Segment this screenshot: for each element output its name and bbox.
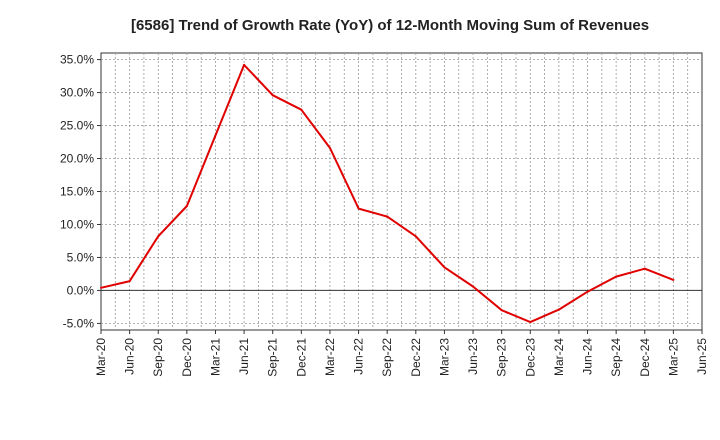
- axis-layer: 35.0% 30.0% 25.0% 20.0% 15.0% 10.0% 5.0% 0.0% -5…: [60, 53, 709, 377]
- x-tick-label: Sep-24: [609, 338, 623, 377]
- data-point: [557, 308, 560, 311]
- x-tick-label: Jun-20: [123, 338, 137, 375]
- x-tick-label: Dec-24: [638, 338, 652, 377]
- data-point: [357, 207, 360, 210]
- x-tick-label: Jun-25: [695, 338, 709, 375]
- data-point: [615, 275, 618, 278]
- data-point: [243, 63, 246, 66]
- y-tick-label: -5.0%: [63, 316, 95, 330]
- data-point: [300, 108, 303, 111]
- data-point: [414, 235, 417, 238]
- x-tick-label: Mar-21: [208, 338, 222, 376]
- x-tick-label: Jun-21: [237, 338, 251, 375]
- x-tick-label: Dec-20: [180, 338, 194, 377]
- data-point: [328, 146, 331, 149]
- x-tick-label: Jun-22: [352, 338, 366, 375]
- chart-title: [6586] Trend of Growth Rate (YoY) of 12-…: [131, 17, 649, 34]
- x-tick-label: Sep-23: [495, 338, 509, 377]
- data-point: [586, 290, 589, 293]
- y-tick-label: 20.0%: [60, 152, 94, 166]
- data-point: [100, 286, 102, 289]
- data-point: [529, 321, 532, 324]
- x-tick-label: Dec-21: [294, 338, 308, 377]
- y-tick-label: 10.0%: [60, 217, 94, 231]
- data-point: [157, 235, 160, 238]
- x-tick-label: Mar-24: [552, 338, 566, 376]
- x-tick-label: Dec-23: [523, 338, 537, 377]
- y-tick-label: 30.0%: [60, 86, 94, 100]
- data-point: [643, 267, 646, 270]
- x-tick-label: Mar-20: [94, 338, 108, 376]
- data-point: [472, 285, 475, 288]
- x-tick-label: Dec-22: [409, 338, 423, 377]
- y-tick-label: 0.0%: [67, 283, 95, 297]
- data-point: [128, 280, 131, 283]
- data-point: [672, 278, 675, 281]
- y-tick-label: 15.0%: [60, 185, 94, 199]
- grid-layer: [101, 53, 702, 330]
- y-tick-label: 5.0%: [67, 250, 95, 264]
- x-tick-label: Mar-25: [666, 338, 680, 376]
- x-tick-label: Sep-20: [151, 338, 165, 377]
- x-tick-label: Sep-22: [380, 338, 394, 377]
- x-tick-label: Jun-23: [466, 338, 480, 375]
- data-point: [386, 215, 389, 218]
- x-tick-label: Mar-23: [437, 338, 451, 376]
- y-tick-label: 35.0%: [60, 53, 94, 67]
- data-point: [500, 309, 503, 312]
- data-point: [185, 205, 188, 208]
- x-tick-label: Sep-21: [266, 338, 280, 377]
- data-point: [443, 266, 446, 269]
- data-point: [271, 94, 274, 97]
- x-tick-label: Jun-24: [581, 338, 595, 375]
- x-tick-label: Mar-22: [323, 338, 337, 376]
- y-tick-label: 25.0%: [60, 119, 94, 133]
- series-layer: [100, 63, 675, 324]
- data-point: [214, 134, 217, 137]
